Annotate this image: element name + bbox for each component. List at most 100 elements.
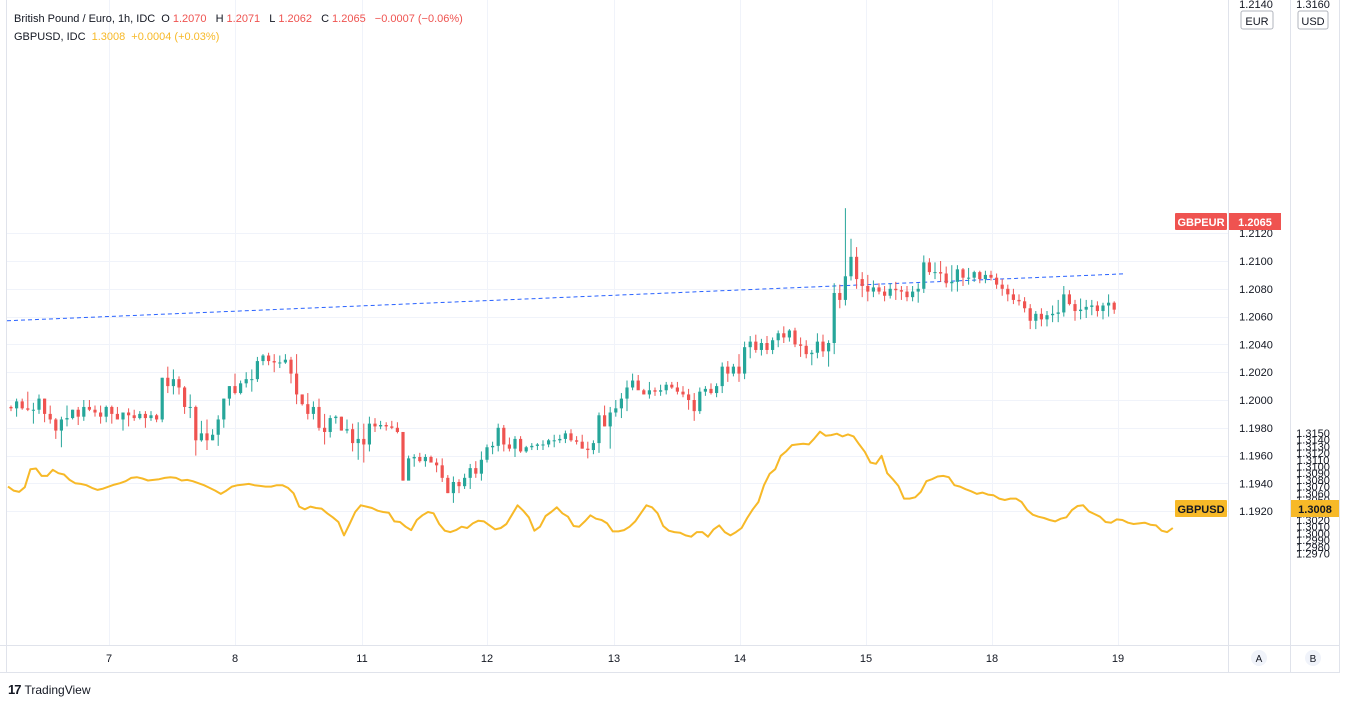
candle[interactable] [15,398,19,417]
candle[interactable] [1107,294,1111,317]
candle[interactable] [855,247,859,289]
candle[interactable] [1095,301,1099,317]
candle[interactable] [720,362,724,394]
candle[interactable] [939,261,943,282]
compare-series-legend[interactable]: GBPUSD, IDC 1.3008 +0.0004 (+0.03%) [14,31,222,43]
gbpusd-line[interactable] [7,430,1174,538]
tradingview-branding[interactable]: 17 TradingView [8,682,91,697]
candle[interactable] [127,408,131,427]
candle[interactable] [832,283,836,355]
candle[interactable] [407,455,411,481]
candle[interactable] [401,431,405,481]
candle[interactable] [547,438,551,448]
candle[interactable] [619,393,623,419]
candle[interactable] [558,434,562,444]
candle[interactable] [692,393,696,421]
candle[interactable] [552,434,556,448]
candle[interactable] [530,443,534,451]
candle[interactable] [99,405,103,424]
candle[interactable] [866,274,870,302]
candle[interactable] [82,400,86,421]
candle[interactable] [715,383,719,398]
candle[interactable] [698,387,702,414]
candle[interactable] [1023,297,1027,313]
candle[interactable] [485,444,489,463]
candle[interactable] [300,394,304,406]
candle[interactable] [631,373,635,391]
candle[interactable] [362,423,366,463]
candle[interactable] [961,267,965,287]
candle[interactable] [390,420,394,430]
candle[interactable] [1073,299,1077,321]
candle[interactable] [524,445,528,453]
candle[interactable] [787,329,791,342]
candle[interactable] [597,412,601,453]
candle[interactable] [1000,279,1004,296]
candle[interactable] [804,340,808,359]
candle[interactable] [911,286,915,302]
candle[interactable] [849,238,853,281]
candle[interactable] [59,416,63,448]
candle[interactable] [468,463,472,489]
candle[interactable] [115,406,119,420]
candle[interactable] [519,436,523,453]
candle[interactable] [446,475,450,494]
candle[interactable] [737,354,741,382]
base-scale-button[interactable]: B [1305,650,1321,666]
candle[interactable] [771,337,775,355]
candle[interactable] [211,429,215,441]
candle[interactable] [1045,311,1049,327]
candle[interactable] [815,333,819,359]
candle[interactable] [653,387,657,396]
candle[interactable] [608,406,612,449]
auto-scale-button[interactable]: A [1251,650,1267,666]
candle[interactable] [927,258,931,275]
candle[interactable] [799,337,803,357]
candle[interactable] [687,388,691,410]
candle[interactable] [642,388,646,395]
candle[interactable] [199,420,203,442]
candle[interactable] [659,384,663,396]
candle[interactable] [731,363,735,377]
candle[interactable] [373,418,377,432]
candle[interactable] [183,386,187,414]
candle[interactable] [535,443,539,451]
candle[interactable] [1056,299,1060,323]
candle[interactable] [1011,288,1015,305]
candle[interactable] [1101,302,1105,320]
candle[interactable] [586,441,590,459]
candle[interactable] [883,286,887,302]
candle[interactable] [351,423,355,452]
candle[interactable] [423,454,427,467]
candle[interactable] [681,386,685,398]
candle[interactable] [843,208,847,306]
candle[interactable] [933,262,937,280]
candle[interactable] [463,473,467,489]
candle[interactable] [177,376,181,395]
candle[interactable] [26,391,30,412]
candle[interactable] [726,361,730,382]
candle[interactable] [479,451,483,481]
candle[interactable] [636,374,640,391]
candle[interactable] [267,352,271,366]
candle[interactable] [65,405,69,427]
candle[interactable] [250,369,254,392]
candle[interactable] [664,381,668,395]
candle[interactable] [569,429,573,442]
candle[interactable] [328,415,332,438]
candle[interactable] [950,265,954,292]
candle[interactable] [922,255,926,293]
candle[interactable] [1067,290,1071,306]
candle[interactable] [838,284,842,309]
candle[interactable] [703,386,707,396]
candle[interactable] [295,354,299,405]
candle[interactable] [591,440,595,455]
candle[interactable] [614,400,618,417]
candle[interactable] [541,440,545,451]
candle[interactable] [905,286,909,302]
candle[interactable] [944,266,948,288]
candle[interactable] [71,409,75,420]
candle[interactable] [972,270,976,282]
candle[interactable] [821,334,825,357]
